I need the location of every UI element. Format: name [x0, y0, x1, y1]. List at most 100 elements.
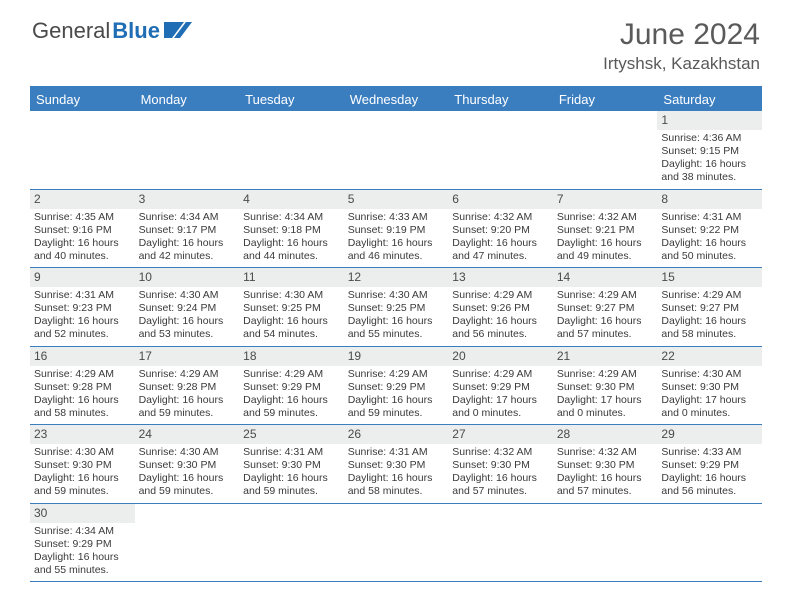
daylight-text: Daylight: 16 hours [557, 472, 654, 485]
daylight-text: and 40 minutes. [34, 250, 131, 263]
day-cell: 9Sunrise: 4:31 AMSunset: 9:23 PMDaylight… [30, 268, 135, 346]
daylight-text: and 0 minutes. [661, 407, 758, 420]
day-cell: 12Sunrise: 4:30 AMSunset: 9:25 PMDayligh… [344, 268, 449, 346]
day-cell: 19Sunrise: 4:29 AMSunset: 9:29 PMDayligh… [344, 347, 449, 425]
sunrise-text: Sunrise: 4:34 AM [34, 525, 131, 538]
weekday-header: Thursday [448, 88, 553, 111]
weekday-header: Monday [135, 88, 240, 111]
day-cell: 27Sunrise: 4:32 AMSunset: 9:30 PMDayligh… [448, 425, 553, 503]
daylight-text: Daylight: 16 hours [243, 315, 340, 328]
daylight-text: and 47 minutes. [452, 250, 549, 263]
day-cell: 13Sunrise: 4:29 AMSunset: 9:26 PMDayligh… [448, 268, 553, 346]
empty-cell [448, 111, 553, 189]
daylight-text: and 56 minutes. [661, 485, 758, 498]
sunset-text: Sunset: 9:24 PM [139, 302, 236, 315]
brand-part2: Blue [112, 18, 160, 44]
empty-cell [657, 504, 762, 582]
sunrise-text: Sunrise: 4:29 AM [661, 289, 758, 302]
day-number: 22 [657, 347, 762, 366]
daylight-text: Daylight: 16 hours [34, 394, 131, 407]
week-row: 30Sunrise: 4:34 AMSunset: 9:29 PMDayligh… [30, 504, 762, 583]
sunset-text: Sunset: 9:29 PM [243, 381, 340, 394]
sunset-text: Sunset: 9:28 PM [34, 381, 131, 394]
daylight-text: and 53 minutes. [139, 328, 236, 341]
day-cell: 17Sunrise: 4:29 AMSunset: 9:28 PMDayligh… [135, 347, 240, 425]
day-cell: 8Sunrise: 4:31 AMSunset: 9:22 PMDaylight… [657, 190, 762, 268]
sunset-text: Sunset: 9:25 PM [243, 302, 340, 315]
day-cell: 3Sunrise: 4:34 AMSunset: 9:17 PMDaylight… [135, 190, 240, 268]
daylight-text: and 0 minutes. [452, 407, 549, 420]
daylight-text: Daylight: 16 hours [348, 237, 445, 250]
sunrise-text: Sunrise: 4:29 AM [452, 289, 549, 302]
daylight-text: Daylight: 16 hours [348, 315, 445, 328]
sunset-text: Sunset: 9:30 PM [243, 459, 340, 472]
sunrise-text: Sunrise: 4:34 AM [139, 211, 236, 224]
sunrise-text: Sunrise: 4:30 AM [139, 289, 236, 302]
empty-cell [553, 111, 658, 189]
daylight-text: and 58 minutes. [348, 485, 445, 498]
day-cell: 21Sunrise: 4:29 AMSunset: 9:30 PMDayligh… [553, 347, 658, 425]
day-cell: 28Sunrise: 4:32 AMSunset: 9:30 PMDayligh… [553, 425, 658, 503]
daylight-text: Daylight: 16 hours [34, 237, 131, 250]
day-number: 13 [448, 268, 553, 287]
sunset-text: Sunset: 9:30 PM [557, 381, 654, 394]
day-number: 15 [657, 268, 762, 287]
sunrise-text: Sunrise: 4:35 AM [34, 211, 131, 224]
sunrise-text: Sunrise: 4:29 AM [139, 368, 236, 381]
sunrise-text: Sunrise: 4:30 AM [243, 289, 340, 302]
daylight-text: and 59 minutes. [243, 407, 340, 420]
weekday-header-row: SundayMondayTuesdayWednesdayThursdayFrid… [30, 88, 762, 111]
empty-cell [239, 111, 344, 189]
daylight-text: Daylight: 16 hours [34, 472, 131, 485]
sunrise-text: Sunrise: 4:29 AM [452, 368, 549, 381]
month-title: June 2024 [603, 18, 760, 52]
sunset-text: Sunset: 9:28 PM [139, 381, 236, 394]
daylight-text: and 56 minutes. [452, 328, 549, 341]
location: Irtyshsk, Kazakhstan [603, 54, 760, 74]
day-cell: 23Sunrise: 4:30 AMSunset: 9:30 PMDayligh… [30, 425, 135, 503]
sunset-text: Sunset: 9:27 PM [661, 302, 758, 315]
sunrise-text: Sunrise: 4:30 AM [661, 368, 758, 381]
sunrise-text: Sunrise: 4:29 AM [348, 368, 445, 381]
daylight-text: Daylight: 16 hours [34, 315, 131, 328]
day-cell: 1Sunrise: 4:36 AMSunset: 9:15 PMDaylight… [657, 111, 762, 189]
day-cell: 30Sunrise: 4:34 AMSunset: 9:29 PMDayligh… [30, 504, 135, 582]
day-cell: 7Sunrise: 4:32 AMSunset: 9:21 PMDaylight… [553, 190, 658, 268]
day-number: 23 [30, 425, 135, 444]
daylight-text: Daylight: 16 hours [661, 472, 758, 485]
daylight-text: Daylight: 16 hours [139, 315, 236, 328]
daylight-text: Daylight: 17 hours [661, 394, 758, 407]
daylight-text: and 50 minutes. [661, 250, 758, 263]
empty-cell [448, 504, 553, 582]
sunrise-text: Sunrise: 4:32 AM [557, 211, 654, 224]
sunrise-text: Sunrise: 4:36 AM [661, 132, 758, 145]
weekday-header: Saturday [657, 88, 762, 111]
sunrise-text: Sunrise: 4:32 AM [557, 446, 654, 459]
daylight-text: Daylight: 17 hours [452, 394, 549, 407]
empty-cell [344, 111, 449, 189]
sunset-text: Sunset: 9:30 PM [557, 459, 654, 472]
sunset-text: Sunset: 9:30 PM [34, 459, 131, 472]
daylight-text: and 59 minutes. [243, 485, 340, 498]
daylight-text: Daylight: 16 hours [452, 472, 549, 485]
brand-part1: General [32, 18, 110, 44]
sunrise-text: Sunrise: 4:29 AM [557, 368, 654, 381]
week-row: 1Sunrise: 4:36 AMSunset: 9:15 PMDaylight… [30, 111, 762, 190]
empty-cell [344, 504, 449, 582]
sunset-text: Sunset: 9:18 PM [243, 224, 340, 237]
day-number: 30 [30, 504, 135, 523]
daylight-text: and 59 minutes. [139, 407, 236, 420]
daylight-text: and 54 minutes. [243, 328, 340, 341]
daylight-text: Daylight: 16 hours [243, 237, 340, 250]
weekday-header: Friday [553, 88, 658, 111]
sunset-text: Sunset: 9:19 PM [348, 224, 445, 237]
weeks-container: 1Sunrise: 4:36 AMSunset: 9:15 PMDaylight… [30, 111, 762, 582]
day-cell: 15Sunrise: 4:29 AMSunset: 9:27 PMDayligh… [657, 268, 762, 346]
daylight-text: Daylight: 16 hours [348, 472, 445, 485]
daylight-text: and 58 minutes. [34, 407, 131, 420]
daylight-text: and 55 minutes. [34, 564, 131, 577]
sunset-text: Sunset: 9:25 PM [348, 302, 445, 315]
sunrise-text: Sunrise: 4:34 AM [243, 211, 340, 224]
sunrise-text: Sunrise: 4:30 AM [348, 289, 445, 302]
empty-cell [135, 504, 240, 582]
